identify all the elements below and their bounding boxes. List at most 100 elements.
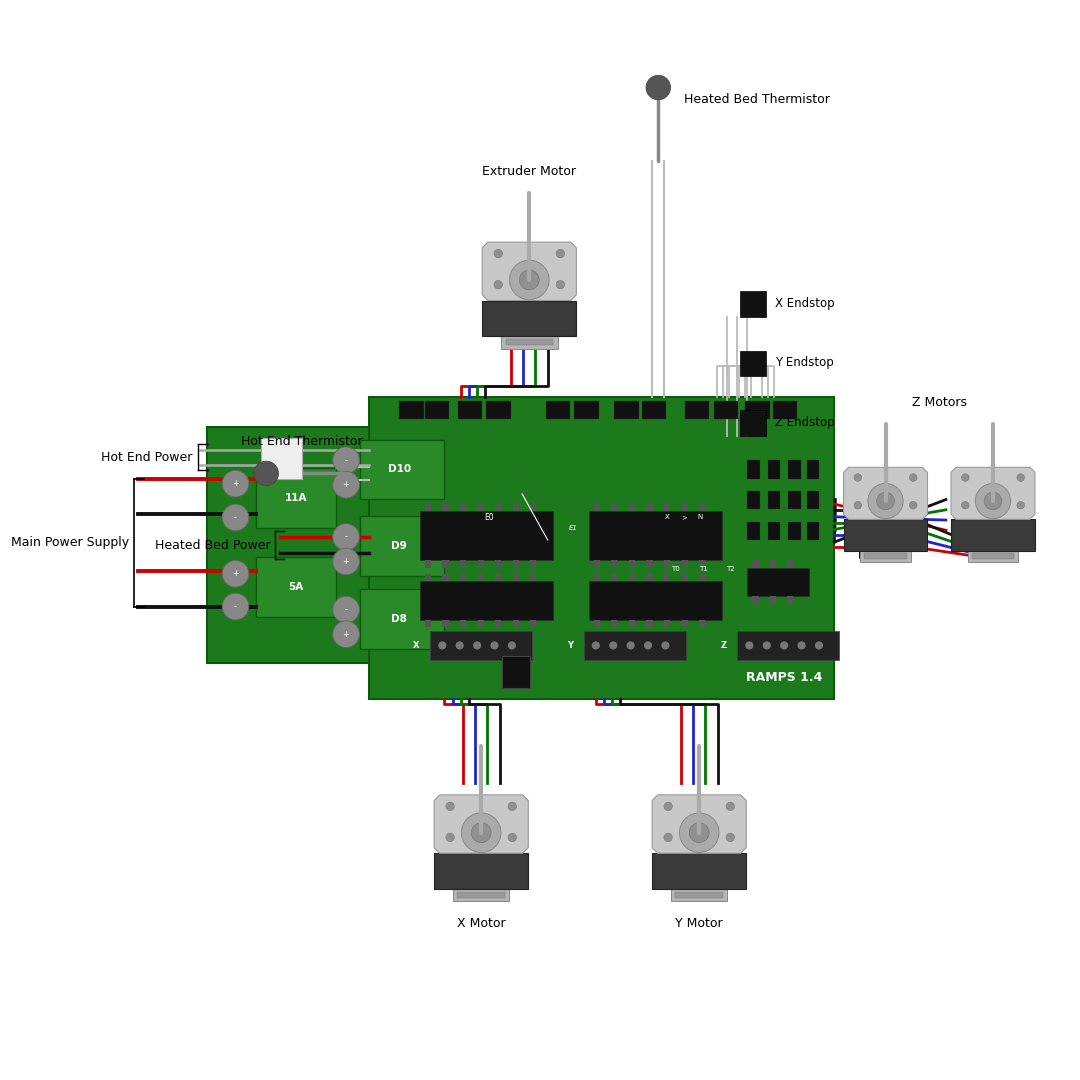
Circle shape [984, 492, 1002, 510]
Text: D10: D10 [388, 464, 410, 474]
Bar [594, 573, 599, 581]
Text: Extruder Motor: Extruder Motor [483, 165, 577, 178]
Text: X: X [414, 640, 420, 650]
Text: Z: Z [720, 640, 727, 650]
Bar [420, 581, 553, 620]
Polygon shape [951, 468, 1035, 519]
Bar [594, 504, 599, 511]
Bar [647, 504, 652, 511]
Polygon shape [482, 242, 577, 300]
Text: Y Motor: Y Motor [675, 917, 723, 930]
Bar [513, 573, 518, 581]
Bar [951, 519, 1035, 551]
Bar [583, 631, 686, 660]
Circle shape [644, 642, 652, 649]
Bar [443, 561, 448, 568]
Bar [768, 460, 780, 478]
Bar [495, 561, 501, 568]
Text: Y: Y [567, 640, 573, 650]
Bar [424, 620, 431, 627]
Bar [699, 561, 705, 568]
Bar [972, 553, 1014, 559]
Bar [482, 300, 577, 336]
Bar [747, 522, 759, 540]
Text: Z Motors: Z Motors [912, 396, 967, 409]
Bar [513, 561, 518, 568]
Text: +: + [342, 557, 350, 566]
Bar [699, 504, 705, 511]
Bar [611, 573, 618, 581]
Bar [430, 631, 532, 660]
Bar [807, 522, 819, 540]
Bar [740, 292, 766, 316]
Polygon shape [843, 468, 928, 519]
Bar [589, 511, 721, 561]
Bar [530, 504, 537, 511]
Bar [745, 401, 770, 419]
Circle shape [510, 260, 549, 300]
Bar [477, 573, 484, 581]
Bar [737, 631, 839, 660]
Text: T1: T1 [699, 566, 707, 571]
Text: E1: E1 [569, 525, 578, 530]
Bar [460, 573, 467, 581]
Text: Hot End Thermistor: Hot End Thermistor [241, 435, 363, 448]
Bar [545, 401, 570, 419]
Bar [460, 504, 467, 511]
Bar [256, 469, 336, 528]
Text: -: - [345, 456, 348, 464]
Bar [675, 891, 723, 899]
Circle shape [664, 802, 673, 811]
Text: T2: T2 [726, 566, 734, 571]
Circle shape [961, 501, 969, 509]
Circle shape [222, 561, 248, 588]
Circle shape [556, 281, 565, 288]
Bar [458, 401, 482, 419]
Bar [768, 491, 780, 510]
Circle shape [494, 249, 502, 258]
Bar [501, 656, 530, 688]
Bar [420, 511, 553, 561]
Bar [361, 589, 444, 648]
Circle shape [254, 461, 279, 486]
Bar [530, 620, 537, 627]
Circle shape [1017, 501, 1025, 509]
Bar [786, 561, 793, 568]
Circle shape [333, 596, 360, 623]
Bar [611, 561, 618, 568]
Bar [513, 504, 518, 511]
Bar [753, 561, 758, 568]
Bar [629, 504, 635, 511]
Bar [453, 889, 510, 902]
Text: -: - [345, 605, 348, 615]
Bar [256, 557, 336, 617]
Circle shape [471, 823, 491, 842]
Circle shape [854, 501, 862, 509]
Circle shape [745, 642, 754, 649]
Text: 11A: 11A [285, 494, 307, 503]
Circle shape [909, 474, 917, 482]
Bar [681, 573, 688, 581]
Bar [788, 491, 800, 510]
Bar [443, 504, 448, 511]
Bar [530, 561, 537, 568]
Bar [629, 620, 635, 627]
Bar [261, 437, 302, 478]
Text: X Endstop: X Endstop [775, 297, 835, 310]
Text: D9: D9 [391, 541, 407, 551]
Bar [629, 573, 635, 581]
Circle shape [438, 642, 446, 649]
Text: 5A: 5A [288, 582, 303, 592]
Bar [664, 573, 670, 581]
Text: T0: T0 [672, 566, 680, 571]
Bar [681, 620, 688, 627]
Bar [501, 336, 557, 349]
Text: +: + [232, 480, 239, 488]
Bar [647, 561, 652, 568]
Bar [495, 620, 501, 627]
Bar [773, 401, 797, 419]
Bar [647, 573, 652, 581]
Circle shape [592, 642, 599, 649]
Circle shape [461, 813, 501, 852]
Circle shape [556, 249, 565, 258]
